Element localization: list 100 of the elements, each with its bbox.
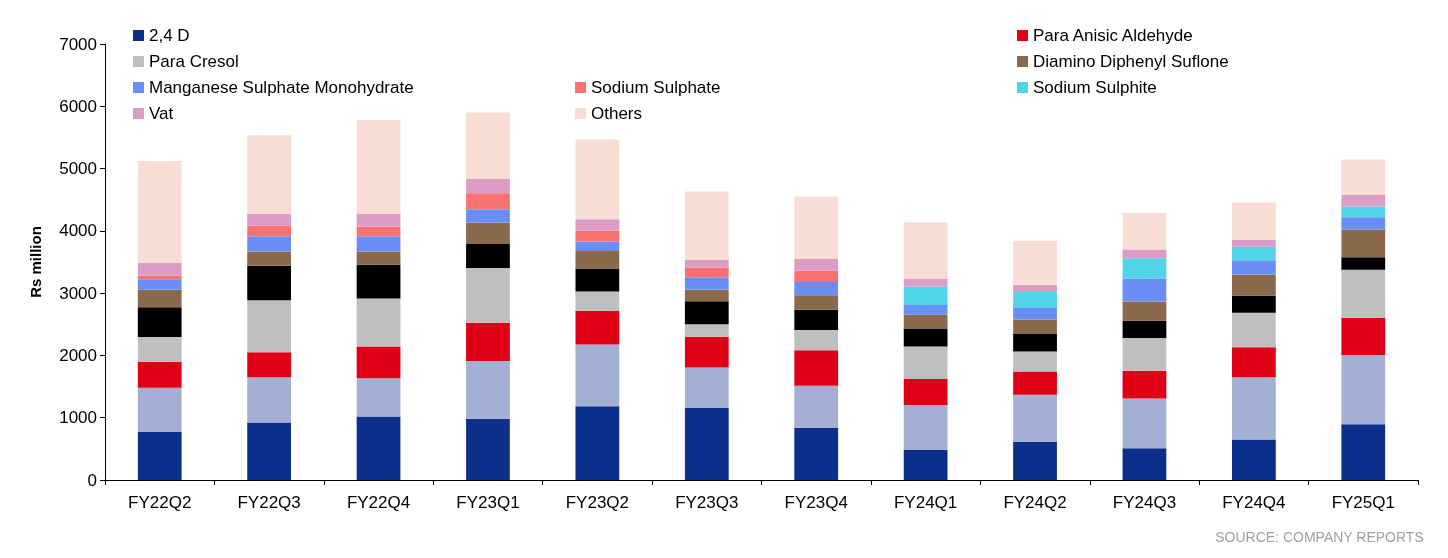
x-tick-label: FY23Q4 [784, 493, 848, 512]
bar [794, 329, 839, 351]
x-tick-label: FY23Q3 [675, 493, 739, 512]
bar [575, 219, 620, 231]
bar [247, 214, 292, 226]
bar [684, 408, 729, 480]
bar [466, 361, 510, 419]
legend-label: Vat [149, 104, 174, 123]
bar [247, 251, 292, 266]
bar [356, 378, 401, 417]
legend-label: Para Cresol [149, 52, 239, 71]
bar [903, 379, 948, 405]
bar [794, 258, 839, 271]
bar [137, 161, 182, 263]
bar [794, 309, 839, 330]
bar [137, 432, 182, 480]
bar [684, 289, 729, 302]
bar [1013, 351, 1057, 372]
bar [684, 301, 729, 325]
bar [247, 265, 292, 301]
y-tick-label: 4000 [59, 221, 97, 241]
bar [1122, 258, 1167, 279]
bar [247, 236, 292, 252]
bar [466, 267, 510, 323]
bar [903, 450, 948, 480]
legend-label: Manganese Sulphate Monohydrate [149, 78, 414, 97]
bar [794, 427, 839, 480]
bar [1231, 312, 1276, 348]
bar [356, 298, 401, 347]
bar [1013, 371, 1057, 395]
x-tick-label: FY24Q2 [1003, 493, 1067, 512]
bar [466, 193, 510, 210]
bar [684, 336, 729, 368]
bar [1231, 295, 1276, 313]
x-tick-label: FY23Q1 [456, 493, 520, 512]
bar [356, 346, 401, 379]
bar [1231, 202, 1276, 240]
bar [466, 209, 510, 223]
bar [1013, 394, 1057, 442]
bar [1013, 285, 1057, 292]
bar [356, 264, 401, 299]
bar [903, 328, 948, 347]
y-tick-label: 1000 [59, 408, 97, 428]
bar [575, 230, 620, 242]
bar [1341, 317, 1386, 356]
bar [575, 268, 620, 292]
bar [1341, 269, 1386, 318]
bar [684, 259, 729, 268]
bar [575, 344, 620, 407]
bar [137, 361, 182, 388]
bar [1122, 301, 1167, 321]
bar [1013, 441, 1057, 480]
bar [903, 304, 948, 315]
bar [1231, 439, 1276, 480]
bar [1122, 320, 1167, 338]
bar [575, 251, 620, 269]
bar [794, 270, 839, 282]
bar [575, 291, 620, 311]
legend-label: 2,4 D [149, 26, 190, 45]
bar [1231, 347, 1276, 378]
bar [794, 350, 839, 386]
bar [575, 241, 620, 252]
x-tick-label: FY25Q1 [1331, 493, 1395, 512]
bar [794, 385, 839, 428]
legend-label: Others [591, 104, 643, 123]
x-tick-label: FY22Q4 [346, 493, 411, 512]
bar [903, 286, 948, 305]
bar [575, 406, 620, 480]
bar [1341, 355, 1386, 425]
y-tick-label: 5000 [59, 159, 97, 179]
y-tick-label: 7000 [59, 34, 97, 54]
bar [575, 310, 620, 345]
x-tick-label: FY22Q2 [128, 493, 192, 512]
bar [1231, 274, 1276, 296]
x-tick-label: FY23Q2 [565, 493, 630, 512]
bar [356, 214, 401, 227]
bar [137, 289, 182, 308]
bar [137, 337, 182, 362]
bar [794, 281, 839, 296]
bar [794, 196, 839, 259]
bar [1341, 206, 1386, 218]
bar [575, 139, 620, 220]
bar [1013, 308, 1057, 320]
bar [137, 307, 182, 338]
bar [137, 279, 182, 290]
bar [247, 300, 292, 353]
y-tick-label: 3000 [59, 283, 97, 303]
bar [466, 418, 510, 480]
bar [1231, 239, 1276, 247]
bar [684, 367, 729, 409]
bar [247, 135, 292, 215]
bar [137, 387, 182, 433]
bar [1122, 337, 1167, 371]
bar [466, 178, 510, 194]
bar [1341, 257, 1386, 270]
bar [903, 222, 948, 279]
bar [684, 324, 729, 337]
bar [794, 295, 839, 310]
bar [684, 191, 729, 260]
y-tick-label: 6000 [59, 96, 97, 116]
